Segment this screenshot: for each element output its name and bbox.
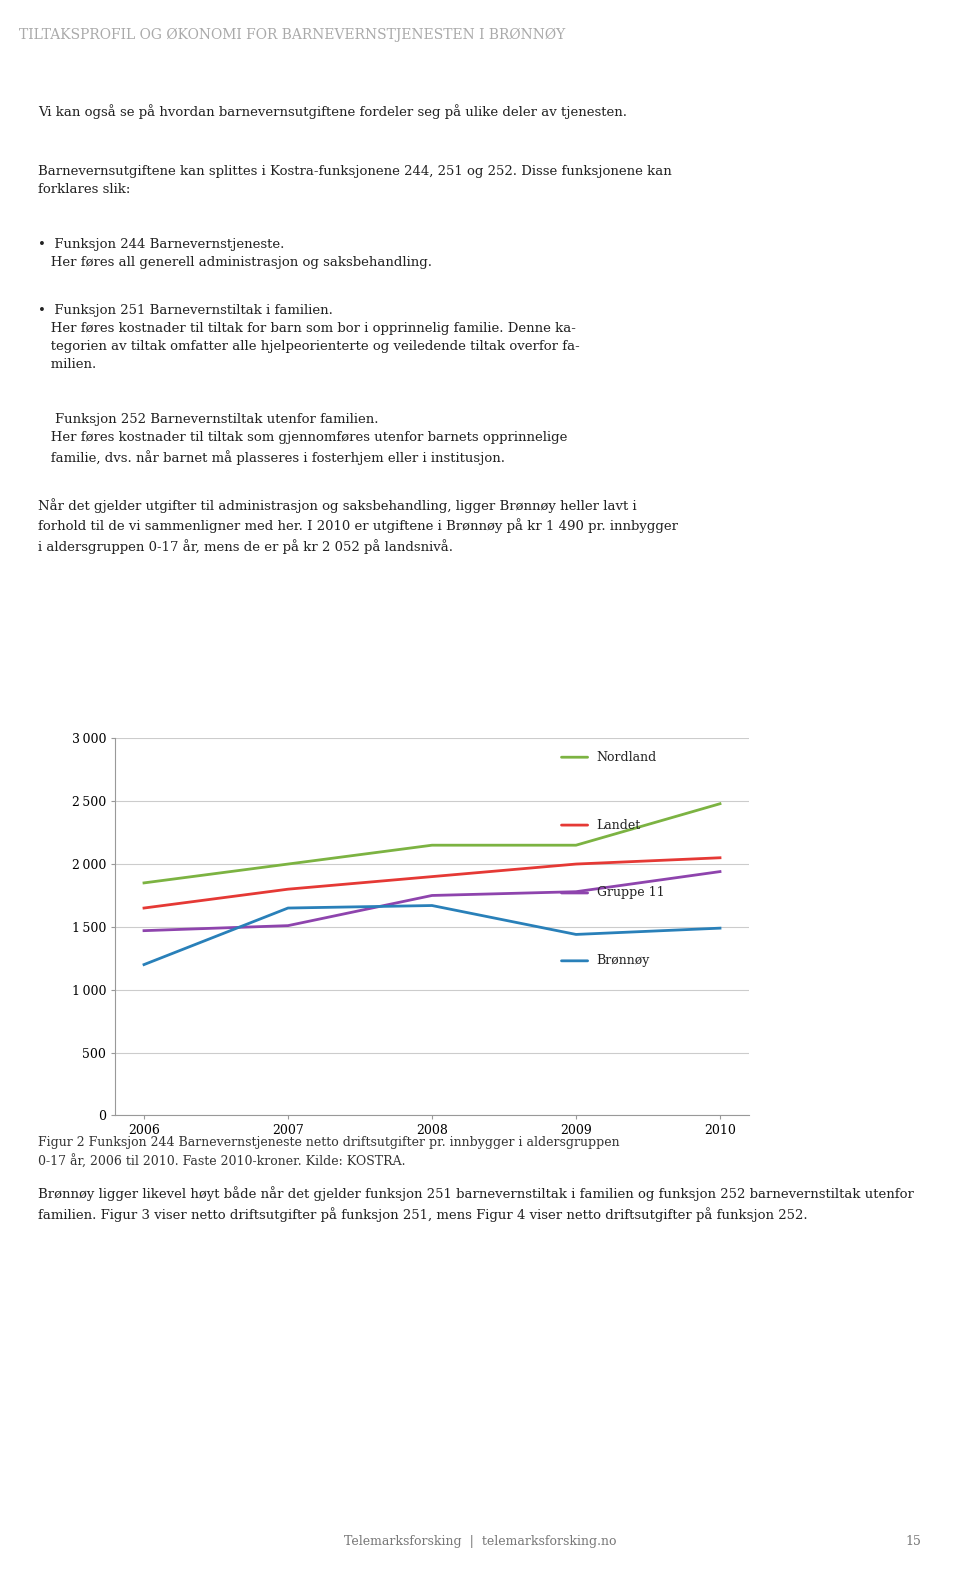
Text: Nordland: Nordland [597, 751, 657, 764]
Text: 15: 15 [905, 1535, 922, 1547]
Text: •  Funksjon 251 Barnevernstiltak i familien.
   Her føres kostnader til tiltak f: • Funksjon 251 Barnevernstiltak i famili… [38, 305, 580, 371]
Nordland [426, 836, 438, 855]
Gruppe 11 [570, 883, 582, 902]
Brønnøy [138, 955, 150, 974]
Landet [282, 880, 294, 899]
Nordland [282, 855, 294, 873]
Text: Funksjon 252 Barnevernstiltak utenfor familien.
   Her føres kostnader til tilta: Funksjon 252 Barnevernstiltak utenfor fa… [38, 413, 567, 465]
Text: Brønnøy: Brønnøy [597, 954, 650, 968]
Text: Gruppe 11: Gruppe 11 [597, 886, 664, 900]
Brønnøy [570, 925, 582, 944]
FancyBboxPatch shape [31, 690, 929, 1148]
Text: •  Funksjon 244 Barnevernstjeneste.
   Her føres all generell administrasjon og : • Funksjon 244 Barnevernstjeneste. Her f… [38, 237, 432, 269]
Text: Figur 2 Funksjon 244 Barnevernstjeneste netto driftsutgifter pr. innbygger i ald: Figur 2 Funksjon 244 Barnevernstjeneste … [38, 1136, 620, 1169]
Landet [426, 867, 438, 886]
Text: Telemarksforsking  |  telemarksforsking.no: Telemarksforsking | telemarksforsking.no [344, 1535, 616, 1547]
Text: TILTAKSPROFIL OG ØKONOMI FOR BARNEVERNSTJENESTEN I BRØNNØY: TILTAKSPROFIL OG ØKONOMI FOR BARNEVERNST… [19, 28, 565, 42]
Text: Barnevernsutgiftene kan splittes i Kostra-funksjonene 244, 251 og 252. Disse fun: Barnevernsutgiftene kan splittes i Kostr… [38, 165, 672, 196]
Landet [570, 855, 582, 873]
Gruppe 11 [138, 921, 150, 939]
Landet [714, 848, 726, 867]
Brønnøy [426, 895, 438, 914]
Line: Nordland: Nordland [144, 804, 720, 883]
Text: Brønnøy ligger likevel høyt både når det gjelder funksjon 251 barnevernstiltak i: Brønnøy ligger likevel høyt både når det… [38, 1186, 914, 1222]
Gruppe 11 [426, 886, 438, 905]
Nordland [138, 873, 150, 892]
Brønnøy [714, 919, 726, 938]
Line: Brønnøy: Brønnøy [144, 905, 720, 965]
Line: Landet: Landet [144, 858, 720, 908]
Nordland [570, 836, 582, 855]
Nordland [714, 795, 726, 814]
Text: Vi kan også se på hvordan barnevernsutgiftene fordeler seg på ulike deler av tje: Vi kan også se på hvordan barnevernsutgi… [38, 105, 628, 119]
Gruppe 11 [714, 862, 726, 881]
Line: Gruppe 11: Gruppe 11 [144, 872, 720, 930]
Gruppe 11 [282, 916, 294, 935]
Text: Landet: Landet [597, 818, 641, 831]
Landet [138, 899, 150, 917]
Brønnøy [282, 899, 294, 917]
Text: Når det gjelder utgifter til administrasjon og saksbehandling, ligger Brønnøy he: Når det gjelder utgifter til administras… [38, 498, 679, 555]
